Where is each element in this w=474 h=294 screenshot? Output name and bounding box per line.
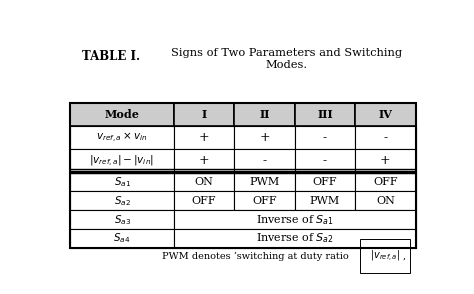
Bar [355, 149, 416, 172]
Bar [234, 103, 295, 126]
Text: PWM denotes ‘switching at duty ratio: PWM denotes ‘switching at duty ratio [162, 251, 352, 261]
Text: OFF: OFF [373, 177, 398, 187]
Bar [174, 149, 234, 172]
Text: TABLE I.: TABLE I. [82, 50, 140, 63]
Text: ON: ON [195, 177, 213, 187]
Bar [174, 210, 416, 229]
Bar [70, 103, 416, 248]
Text: -: - [263, 154, 266, 167]
Bar [234, 126, 295, 149]
Bar [234, 149, 295, 172]
Text: PWM: PWM [310, 196, 340, 206]
Text: PWM: PWM [249, 177, 280, 187]
Text: -: - [383, 131, 387, 144]
Bar [234, 172, 295, 191]
Text: -: - [323, 154, 327, 167]
Text: +: + [199, 154, 210, 167]
Bar [234, 191, 295, 210]
Text: Inverse of $S_{a1}$: Inverse of $S_{a1}$ [256, 213, 334, 226]
Text: $|v_{ref,a}|$: $|v_{ref,a}|$ [370, 249, 400, 263]
Bar [295, 191, 355, 210]
Text: ON: ON [376, 196, 395, 206]
Text: $|v_{ref,a}|-|v_{in}|$: $|v_{ref,a}|-|v_{in}|$ [90, 153, 155, 168]
Text: ,: , [403, 251, 406, 260]
Text: Inverse of $S_{a2}$: Inverse of $S_{a2}$ [256, 232, 334, 245]
Bar [355, 126, 416, 149]
Text: OFF: OFF [252, 196, 277, 206]
Text: +: + [380, 154, 391, 167]
Bar [355, 191, 416, 210]
Text: Modes.: Modes. [266, 60, 308, 70]
Bar [174, 172, 234, 191]
Text: OFF: OFF [192, 196, 217, 206]
Bar [70, 191, 174, 210]
Bar [70, 126, 174, 149]
Text: OFF: OFF [313, 177, 337, 187]
Text: $S_{a1}$: $S_{a1}$ [114, 175, 130, 188]
Text: $S_{a2}$: $S_{a2}$ [114, 194, 130, 208]
Bar [70, 210, 174, 229]
Bar [295, 126, 355, 149]
Bar [295, 172, 355, 191]
Bar [174, 126, 234, 149]
Bar [70, 149, 174, 172]
Text: +: + [259, 131, 270, 144]
Bar [70, 172, 174, 191]
Bar [70, 229, 174, 248]
Bar [174, 229, 416, 248]
Bar [174, 103, 234, 126]
Text: Mode: Mode [105, 109, 139, 120]
Text: -: - [323, 131, 327, 144]
Bar [355, 103, 416, 126]
Text: III: III [317, 109, 333, 120]
Text: II: II [259, 109, 270, 120]
Text: $S_{a3}$: $S_{a3}$ [113, 213, 131, 226]
Bar [355, 172, 416, 191]
Text: I: I [201, 109, 207, 120]
Bar [295, 103, 355, 126]
Bar [70, 103, 174, 126]
Text: IV: IV [378, 109, 392, 120]
Text: Signs of Two Parameters and Switching: Signs of Two Parameters and Switching [172, 49, 402, 59]
Text: $v_{ref,a} \times v_{in}$: $v_{ref,a} \times v_{in}$ [96, 131, 148, 145]
Text: +: + [199, 131, 210, 144]
Bar [295, 149, 355, 172]
Bar [174, 191, 234, 210]
Text: $S_{a4}$: $S_{a4}$ [113, 232, 131, 245]
